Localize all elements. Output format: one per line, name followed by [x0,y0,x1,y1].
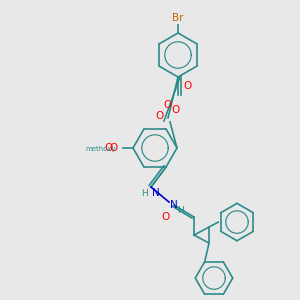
Text: O: O [109,143,117,153]
Text: O: O [162,212,170,222]
Text: methoxy: methoxy [86,146,116,152]
Text: Br: Br [172,13,184,23]
Text: H: H [142,189,148,198]
Text: H: H [178,206,184,214]
Text: O: O [156,111,164,121]
Text: O: O [171,105,179,115]
Text: N: N [152,188,160,198]
Text: O: O [105,143,113,153]
Text: O: O [164,100,172,110]
Text: N: N [170,200,178,210]
Text: O: O [184,81,192,91]
